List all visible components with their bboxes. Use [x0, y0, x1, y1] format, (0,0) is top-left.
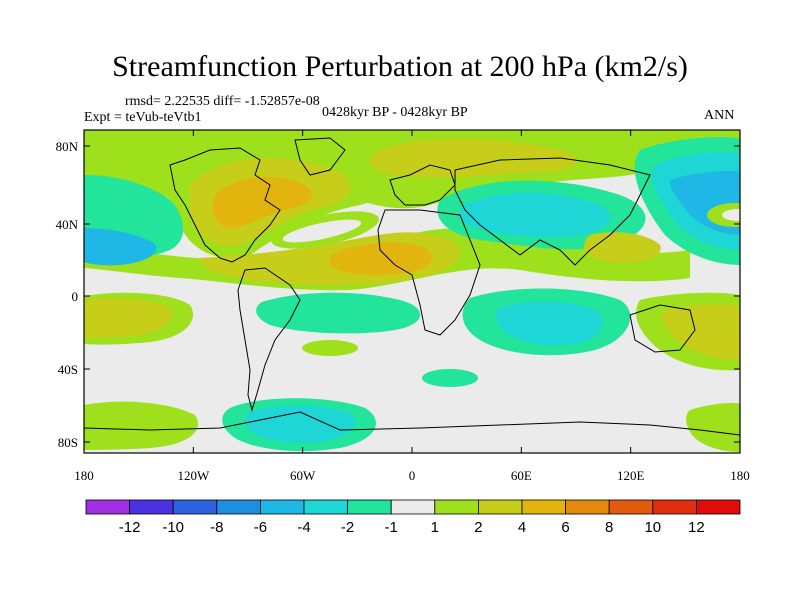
- colorbar-swatch: [608, 499, 654, 515]
- coast-europe: [389, 164, 456, 206]
- contour-blue-antarctic: [244, 405, 356, 443]
- experiment-label: Expt = teVub-teVtb1: [84, 110, 202, 125]
- contour-green-antarctic-east: [686, 402, 740, 452]
- lon-tick-group: 180 120W 60W 0 60E 120E 180: [74, 130, 750, 483]
- lon-tick-label: 180: [74, 468, 94, 483]
- colorbar-label: 1: [431, 519, 439, 536]
- coast-south-america: [237, 267, 301, 412]
- colorbar-swatch: [303, 499, 348, 515]
- season-label: ANN: [704, 108, 735, 123]
- colorbar: -12 -10 -8 -6 -4 -2 -1 1 2 4 6 8 10 12: [85, 499, 741, 536]
- contour-green-southatlantic: [302, 340, 358, 356]
- colorbar-swatch: [259, 499, 305, 515]
- contour-orange-africa: [330, 242, 432, 276]
- lat-tick-label: 40N: [56, 217, 79, 232]
- colorbar-swatch: [521, 499, 566, 515]
- contour-white-dateline: [722, 209, 740, 221]
- colorbar-swatch: [652, 499, 697, 515]
- colorbar-swatch: [172, 499, 218, 515]
- colorbar-label: -2: [341, 519, 354, 536]
- coast-australia: [629, 304, 696, 353]
- lon-tick-label: 0: [409, 468, 416, 483]
- colorbar-label: -1: [385, 519, 398, 536]
- colorbar-swatch: [85, 499, 130, 515]
- colorbar-label: 4: [518, 519, 526, 536]
- contour-orange-southpacific: [84, 298, 173, 338]
- contour-orange-australia: [662, 304, 740, 360]
- colorbar-swatch: [390, 499, 436, 515]
- colorbar-swatch: [216, 499, 261, 515]
- colorbar-label: -12: [119, 519, 141, 536]
- lat-tick-label: 80N: [56, 139, 79, 154]
- lon-tick-label: 60W: [290, 468, 316, 483]
- lat-tick-label: 40S: [58, 362, 78, 377]
- contour-blue-asia: [459, 192, 611, 238]
- colorbar-label: -6: [254, 519, 267, 536]
- contour-blue-west: [84, 228, 157, 266]
- colorbar-swatch: [434, 499, 479, 515]
- contour-cyan-south: [422, 369, 478, 387]
- colorbar-swatch: [129, 499, 174, 515]
- contour-white-atlantic: [282, 219, 362, 243]
- colorbar-label: 12: [688, 519, 705, 536]
- coast-asia: [454, 157, 651, 266]
- coast-north-america: [169, 147, 281, 263]
- period-label: 0428kyr BP - 0428kyr BP: [322, 105, 468, 120]
- colorbar-swatch: [477, 499, 523, 515]
- colorbar-label: 2: [474, 519, 482, 536]
- lon-tick-label: 180: [730, 468, 750, 483]
- lat-tick-label: 0: [72, 289, 79, 304]
- stats-label: rmsd= 2.22535 diff= -1.52857e-08: [125, 94, 320, 109]
- lat-tick-label: 80S: [58, 435, 78, 450]
- colorbar-label: 10: [644, 519, 661, 536]
- contour-field: [84, 130, 740, 453]
- coast-greenland: [294, 137, 346, 176]
- lat-tick-group: 80N 40N 0 40S 80S: [56, 139, 740, 450]
- coast-africa: [377, 209, 481, 336]
- lon-tick-label: 60E: [511, 468, 532, 483]
- coast-antarctica: [84, 411, 740, 436]
- contour-green-antarctic-west: [84, 401, 198, 450]
- contour-cyan-southatlantic: [256, 292, 421, 334]
- map-title: Streamfunction Perturbation at 200 hPa (…: [112, 50, 688, 83]
- colorbar-label: -8: [210, 519, 223, 536]
- colorbar-label: 6: [561, 519, 569, 536]
- contour-cyan-westtop: [84, 206, 136, 225]
- colorbar-swatch: [347, 499, 392, 515]
- lon-tick-label: 120W: [177, 468, 210, 483]
- coastlines: [84, 137, 740, 436]
- colorbar-swatch: [565, 499, 610, 515]
- contour-blue-indian: [496, 301, 603, 346]
- contour-orange-namerica: [212, 177, 313, 228]
- colorbar-label: -4: [297, 519, 310, 536]
- colorbar-label: -10: [162, 519, 184, 536]
- lon-tick-label: 120E: [617, 468, 645, 483]
- colorbar-label: 8: [605, 519, 613, 536]
- colorbar-swatch: [696, 499, 741, 515]
- contour-yellow-arctic: [369, 138, 578, 178]
